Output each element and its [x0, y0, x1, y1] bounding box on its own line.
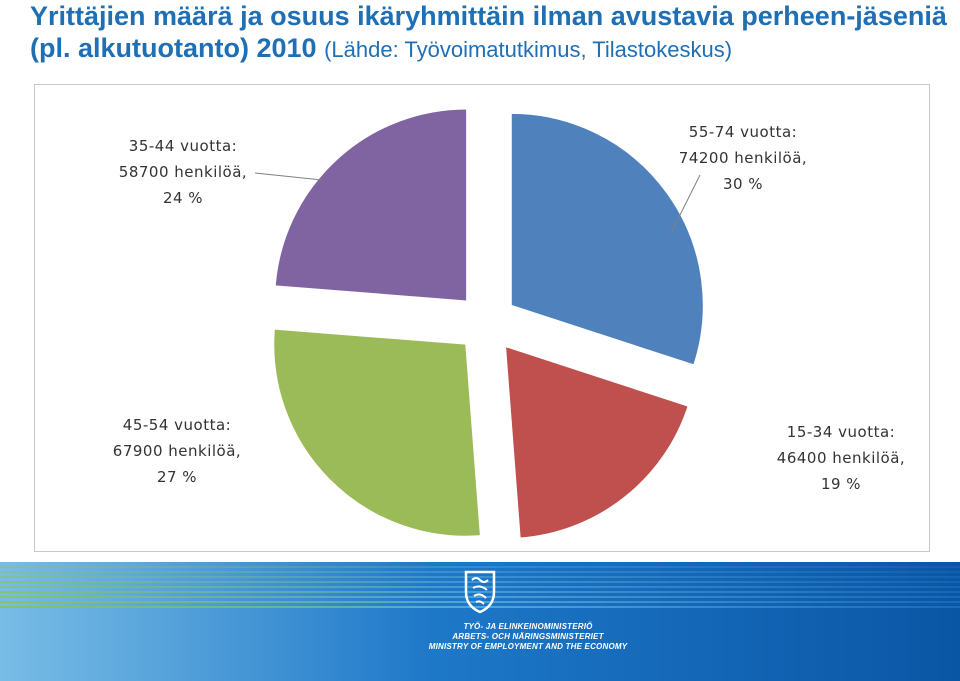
slice-label: 24 % — [163, 189, 203, 207]
leader-line — [670, 174, 701, 234]
slice-label: 15-34 vuotta: — [787, 423, 895, 441]
slice-label: 46400 henkilöä, — [777, 449, 905, 467]
slice-label: 35-44 vuotta: — [129, 137, 237, 155]
slice-label: 58700 henkilöä, — [119, 163, 247, 181]
pie-chart: 55-74 vuotta: 74200 henkilöä, 30 % 15-34 vu… — [113, 108, 905, 539]
slice-label: 19 % — [821, 475, 861, 493]
chart-panel: 55-74 vuotta: 74200 henkilöä, 30 % 15-34 vu… — [34, 84, 930, 552]
leader-line — [254, 172, 323, 181]
slice-label: 55-74 vuotta: — [689, 123, 797, 141]
pie-slice-55-74 — [510, 112, 704, 366]
pie-slice-35-44 — [274, 108, 468, 302]
page-title: Yrittäjien määrä ja osuus ikäryhmittäin … — [30, 0, 950, 66]
title-source: (Lähde: Työvoimatutkimus, Tilastokeskus) — [324, 37, 733, 62]
ministry-name-sv: ARBETS- OCH NÄRINGSMINISTERIET — [452, 632, 604, 641]
pie-slice-45-54 — [273, 328, 481, 537]
slice-label: 27 % — [157, 468, 197, 486]
ministry-name-fi: TYÖ- JA ELINKEINOMINISTERIÖ — [463, 622, 593, 631]
finnish-lion-crest-icon — [464, 570, 496, 614]
slice-label: 67900 henkilöä, — [113, 442, 241, 460]
ministry-name-en: MINISTRY OF EMPLOYMENT AND THE ECONOMY — [428, 642, 628, 651]
ministry-name: TYÖ- JA ELINKEINOMINISTERIÖ ARBETS- OCH … — [378, 622, 678, 652]
slice-label: 74200 henkilöä, — [679, 149, 807, 167]
slice-label: 45-54 vuotta: — [123, 416, 231, 434]
slice-label: 30 % — [723, 175, 763, 193]
title-main: Yrittäjien määrä ja osuus ikäryhmittäin … — [30, 1, 947, 63]
pie-slice-15-34 — [504, 345, 689, 539]
